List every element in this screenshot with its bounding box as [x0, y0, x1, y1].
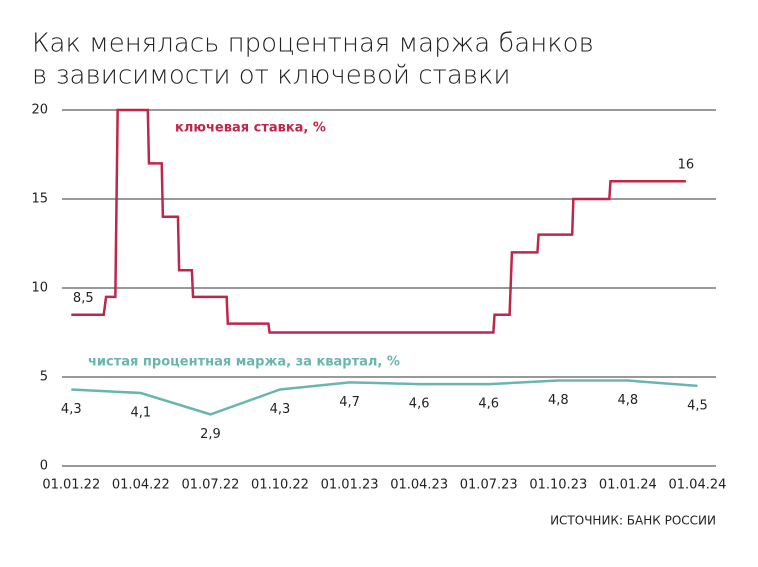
- x-tick-label: 01.10.22: [251, 478, 309, 493]
- y-tick-label: 0: [40, 459, 48, 474]
- value-label: 4,1: [131, 406, 152, 421]
- value-label: 4,3: [61, 402, 82, 417]
- x-tick-label: 01.01.24: [599, 478, 657, 493]
- y-tick-label: 15: [31, 192, 48, 207]
- x-tick-label: 01.01.22: [42, 478, 100, 493]
- y-tick-label: 5: [40, 370, 48, 385]
- y-tick-label: 20: [31, 103, 48, 118]
- chart-title: Как менялась процентная маржа банков: [32, 29, 594, 59]
- x-tick-label: 01.04.22: [112, 478, 170, 493]
- x-tick-label: 01.10.23: [529, 478, 587, 493]
- value-label: 4,3: [270, 402, 291, 417]
- value-label: 4,6: [409, 397, 430, 412]
- value-label: 4,6: [478, 397, 499, 412]
- line: [71, 108, 686, 334]
- x-tick-label: 01.04.23: [390, 478, 448, 493]
- value-label: 2,9: [200, 427, 221, 442]
- x-tick-label: 01.01.23: [321, 478, 379, 493]
- value-label: 4,8: [548, 393, 569, 408]
- x-tick-label: 01.04.24: [669, 478, 727, 493]
- value-label: 4,7: [339, 395, 360, 410]
- y-tick-label: 10: [31, 281, 48, 296]
- value-label: 16: [678, 158, 695, 173]
- value-label: 4,8: [618, 393, 639, 408]
- legend-label: чистая процентная маржа, за квартал, %: [88, 355, 400, 370]
- x-tick-label: 01.07.23: [460, 478, 518, 493]
- value-label: 8,5: [73, 291, 94, 306]
- chart-title: в зависимости от ключевой ставки: [32, 61, 511, 91]
- source: ИСТОЧНИК: БАНК РОССИИ: [550, 514, 716, 528]
- legend-label: ключевая ставка, %: [175, 121, 326, 136]
- x-tick-label: 01.07.22: [181, 478, 239, 493]
- value-label: 4,5: [687, 398, 708, 413]
- line: [71, 379, 698, 416]
